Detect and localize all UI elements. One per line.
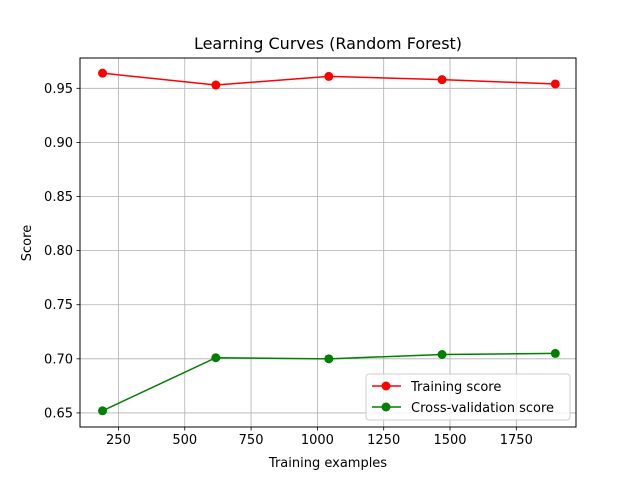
x-tick-label: 250: [106, 433, 131, 448]
chart-title: Learning Curves (Random Forest): [194, 34, 462, 53]
x-tick-label: 1500: [433, 433, 466, 448]
axis-ticks: 250 500 750 1000 1250 1500 1750 0.65 0.70 0.75 0.8…: [44, 82, 533, 448]
y-tick-label: 0.95: [44, 82, 73, 97]
x-tick-label: 500: [172, 433, 197, 448]
legend-box: [365, 373, 571, 421]
y-tick-label: 0.75: [44, 298, 73, 313]
cv-score-point: [437, 349, 447, 359]
training-score-point: [324, 71, 334, 81]
x-tick-label: 1250: [367, 433, 400, 448]
plot-frame: [79, 57, 577, 428]
grid-lines: [80, 58, 576, 427]
training-score-point: [550, 79, 560, 89]
x-tick-label: 1000: [301, 433, 334, 448]
y-tick-label: 0.85: [44, 190, 73, 205]
cv-score-point: [211, 353, 221, 363]
training-score-point: [98, 68, 108, 78]
x-axis-label: Training examples: [268, 456, 387, 471]
legend-label-cv: Cross-validation score: [411, 401, 554, 416]
training-score-point: [211, 80, 221, 90]
y-tick-label: 0.80: [44, 244, 73, 259]
series-layer: [98, 68, 560, 416]
cv-score-point: [550, 348, 560, 358]
cv-score-point: [98, 406, 108, 416]
legend: Training score Cross-validation score: [365, 373, 571, 421]
x-tick-label: 750: [239, 433, 264, 448]
x-tick-label: 1750: [500, 433, 533, 448]
y-tick-label: 0.70: [44, 352, 73, 367]
training-score-point: [437, 75, 447, 85]
y-tick-label: 0.65: [44, 406, 73, 421]
legend-swatch-training-marker: [381, 381, 391, 391]
legend-swatch-cv-marker: [381, 402, 391, 412]
y-tick-label: 0.90: [44, 136, 73, 151]
cv-score-point: [324, 354, 334, 364]
y-axis-label: Score: [20, 225, 35, 261]
legend-label-training: Training score: [410, 380, 501, 395]
